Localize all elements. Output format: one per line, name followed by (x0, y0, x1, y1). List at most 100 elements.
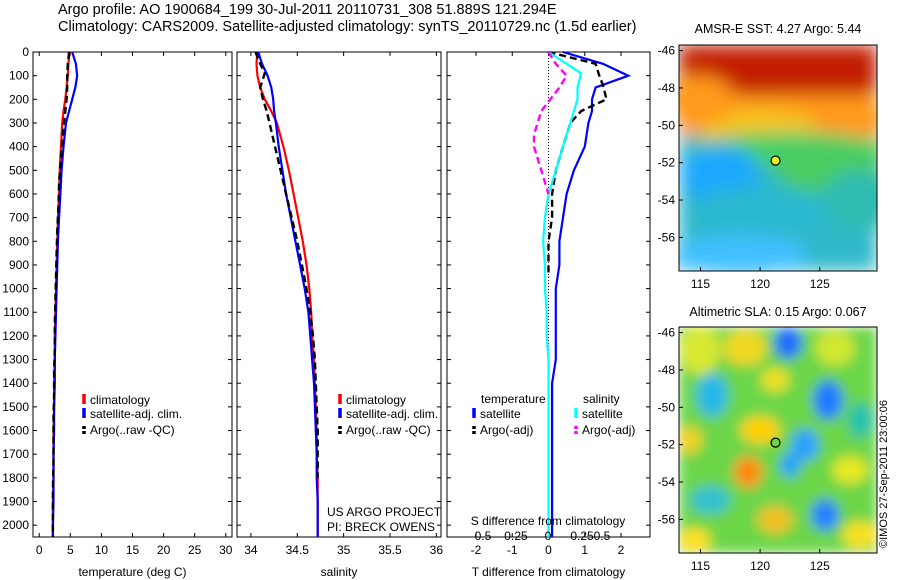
top-tick-label: -0.25 (500, 529, 528, 543)
difference-panel: -2 -1 0 1 2 T difference from climatology temp… (446, 50, 651, 579)
map-x-tick-label: 115 (691, 277, 710, 291)
imos-credit: ©IMOS 27-Sep-2011 23:00:06 (878, 400, 890, 548)
y-tick-label: 1700 (2, 447, 29, 461)
top-tick-label: 0 (545, 529, 552, 543)
salinity-panel: 34 34.5 35 35.5 36 salinity climatologysatelli… (236, 51, 444, 579)
y-tick-label: 700 (9, 211, 29, 225)
x-axis-label: salinity (321, 565, 358, 579)
map-y-tick-label: -46 (658, 326, 676, 340)
map-x-tick-label: 120 (750, 559, 770, 573)
x-tick-label: 0 (545, 543, 552, 557)
x-tick-label: 35.5 (378, 543, 402, 557)
map-y-tick-label: -54 (658, 475, 676, 489)
y-tick-label: 1900 (2, 495, 29, 509)
x-tick-label: 35 (337, 543, 351, 557)
y-tick-label: 900 (9, 258, 29, 272)
y-tick-label: 400 (9, 140, 29, 154)
series-line-argo-adj- (547, 50, 608, 277)
x-tick-label: 1 (581, 543, 588, 557)
y-tick-label: 800 (9, 234, 29, 248)
y-tick-label: 100 (9, 69, 29, 83)
map-x-tick-label: 125 (810, 277, 830, 291)
argo-position-marker (770, 155, 781, 166)
legend-label: satellite-adj. clim. (90, 407, 182, 421)
legend-label: Argo(-adj) (582, 423, 635, 437)
y-tick-label: 200 (9, 92, 29, 106)
map-y-tick-label: -48 (658, 363, 676, 377)
series-line-satellite (550, 50, 632, 537)
y-tick-label: 1200 (2, 329, 29, 343)
map-y-tick-label: -48 (658, 81, 676, 95)
map-y-tick-label: -54 (658, 193, 676, 207)
series-line-argo-raw-qc- (51, 51, 71, 537)
header-line-climatology: Climatology: CARS2009. Satellite-adjuste… (58, 19, 637, 35)
legend-title-salinity: salinity (583, 392, 620, 406)
legend-label: satellite (582, 407, 623, 421)
sla-map-title: Altimetric SLA: 0.15 Argo: 0.067 (689, 305, 866, 319)
x-tick-label: 20 (157, 543, 171, 557)
sst-map: 115 120 125 -46 -48 -50 -52 -54 -56 AMSR-E SST: … (658, 22, 878, 291)
legend-label: satellite-adj. clim. (346, 407, 438, 421)
top-tick-label: 0.5 (594, 529, 611, 543)
x-tick-label: 25 (188, 543, 202, 557)
project-credit: US ARGO PROJECT (327, 505, 442, 519)
legend-label: climatology (90, 393, 150, 407)
x-tick-label: 15 (126, 543, 140, 557)
sst-map-ticks: 115 120 125 -46 -48 -50 -52 -54 -56 (658, 44, 830, 291)
header-line-profile: Argo profile: AO 1900684_199 30-Jul-2011… (58, 2, 557, 18)
x-tick-label: 5 (67, 543, 74, 557)
map-y-tick-label: -46 (658, 44, 676, 58)
y-tick-label: 300 (9, 116, 29, 130)
legend-label: Argo(..raw -QC) (90, 423, 175, 437)
y-tick-label: 0 (22, 45, 29, 59)
legend-label: satellite (480, 407, 521, 421)
map-y-tick-label: -50 (658, 118, 676, 132)
legend-label: Argo(..raw -QC) (346, 423, 431, 437)
legend-label: Argo(-adj) (480, 423, 533, 437)
x-tick-label: 34.5 (286, 543, 310, 557)
plot-frame (236, 51, 442, 538)
x-tick-label: -2 (471, 543, 482, 557)
map-y-tick-label: -52 (658, 438, 676, 452)
top-axis-label: S difference from climatology (471, 514, 626, 528)
sla-map: 115 120 125 -46 -48 -50 -52 -54 -56 Altimetric S… (658, 305, 878, 573)
map-x-tick-label: 120 (750, 277, 770, 291)
y-tick-label: 2000 (2, 518, 29, 532)
series-line-argo-raw-qc- (254, 51, 319, 478)
y-tick-label: 500 (9, 163, 29, 177)
legend-title-temperature: temperature (481, 392, 546, 406)
x-tick-label: 2 (618, 543, 625, 557)
y-tick-label: 1600 (2, 424, 29, 438)
top-tick-label: -0.5 (471, 529, 492, 543)
x-tick-label: 0 (36, 543, 43, 557)
x-axis-label: temperature (deg C) (78, 565, 186, 579)
map-y-tick-label: -50 (658, 400, 676, 414)
argo-position-marker (770, 437, 781, 448)
plot-frame (32, 51, 233, 538)
y-tick-label: 600 (9, 187, 29, 201)
map-y-tick-label: -56 (658, 230, 676, 244)
y-tick-label: 1100 (3, 305, 29, 319)
top-tick-label: 0.25 (570, 529, 594, 543)
y-tick-label: 1000 (2, 282, 29, 296)
map-x-tick-label: 115 (691, 559, 710, 573)
x-axis-label: T difference from climatology (472, 565, 626, 579)
y-tick-label: 1300 (2, 353, 29, 367)
figure-header: Argo profile: AO 1900684_199 30-Jul-2011… (58, 2, 636, 36)
temperature-panel: 0 5 10 15 20 25 300100200300400500600700800900… (2, 45, 232, 579)
x-tick-label: -1 (507, 543, 518, 557)
y-tick-label: 1400 (2, 376, 29, 390)
x-tick-label: 10 (95, 543, 109, 557)
y-tick-label: 1800 (2, 471, 29, 485)
map-y-tick-label: -52 (658, 156, 676, 170)
sst-map-title: AMSR-E SST: 4.27 Argo: 5.44 (695, 22, 862, 36)
x-tick-label: 34 (244, 543, 258, 557)
series-line-satellite (541, 51, 583, 537)
pi-credit: PI: BRECK OWENS (327, 520, 435, 534)
map-x-tick-label: 125 (810, 559, 830, 573)
x-tick-label: 30 (219, 543, 233, 557)
map-y-tick-label: -56 (658, 512, 676, 526)
x-tick-label: 36 (430, 543, 444, 557)
y-tick-label: 1500 (2, 400, 29, 414)
